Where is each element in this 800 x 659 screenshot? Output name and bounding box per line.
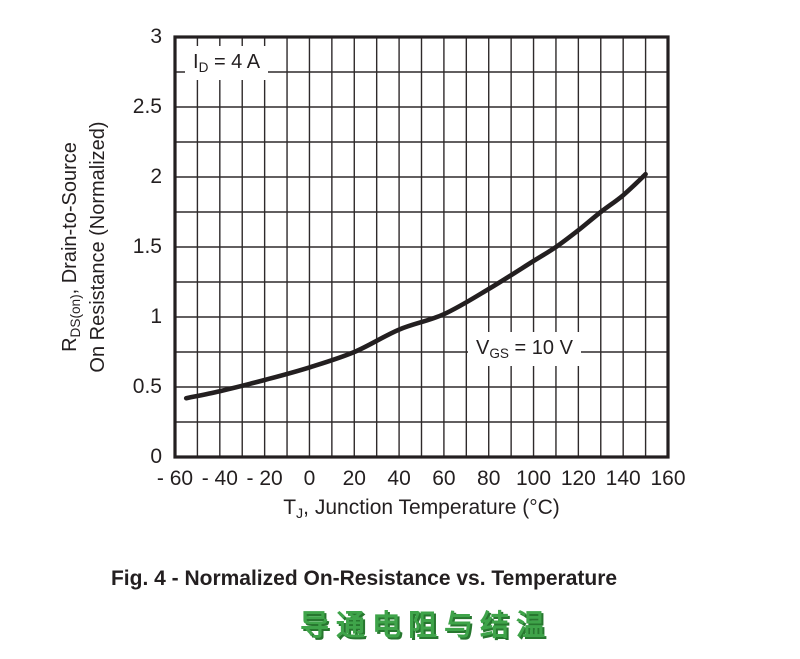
x-tick-label: - 60 (156, 467, 194, 490)
y-tick-label: 0.5 (132, 375, 162, 398)
plot-border (173, 35, 670, 459)
y-axis-label-line1: RDS(on), Drain-to-Source (59, 142, 83, 352)
x-tick-label: 0 (303, 467, 316, 490)
chart-canvas (173, 35, 670, 459)
x-axis-label: TJ, Junction Temperature (°C) (283, 496, 560, 522)
x-tick-label: 40 (387, 467, 411, 490)
grid (175, 37, 668, 457)
x-tick-label: - 20 (246, 467, 283, 490)
x-tick-label: 20 (342, 467, 366, 490)
x-tick-label: 80 (477, 467, 501, 490)
y-tick-label: 3 (150, 25, 162, 48)
x-tick-label: 60 (432, 467, 456, 490)
x-tick-label: 120 (560, 467, 596, 490)
x-tick-label: 100 (516, 467, 552, 490)
x-tick-label: 160 (650, 467, 686, 490)
y-tick-label: 0 (150, 445, 162, 468)
annotation-gate-voltage-condition: VGS = 10 V (468, 332, 581, 366)
annotation-drain-current-condition: ID = 4 A (185, 46, 269, 80)
y-tick-label: 1.5 (132, 235, 162, 258)
figure-caption: Fig. 4 - Normalized On-Resistance vs. Te… (110, 567, 618, 590)
y-tick-label: 2 (150, 165, 162, 188)
plot-area: ID = 4 A VGS = 10 V (173, 35, 670, 459)
x-tick-label: 140 (605, 467, 641, 490)
figure-caption-chinese: 导通电阻与结温 (299, 610, 552, 642)
y-tick-label: 1 (150, 305, 162, 328)
rdson-curve (183, 171, 648, 401)
y-tick-label: 2.5 (132, 95, 162, 118)
x-tick-label: - 40 (201, 467, 238, 490)
